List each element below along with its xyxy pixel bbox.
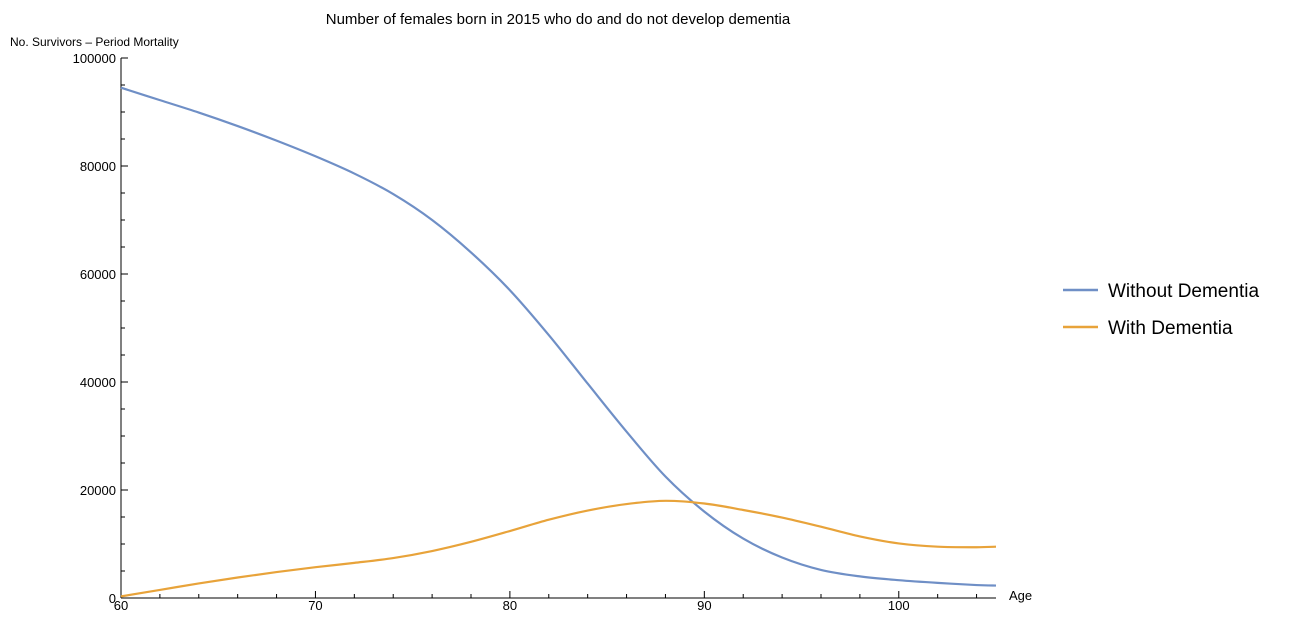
y-tick-label: 80000 — [80, 159, 116, 174]
x-tick-label: 60 — [114, 598, 128, 613]
x-tick-label: 80 — [503, 598, 517, 613]
legend: Without Dementia With Dementia — [1063, 281, 1259, 339]
chart-title: Number of females born in 2015 who do an… — [326, 11, 791, 28]
y-tick-label: 20000 — [80, 483, 116, 498]
series-line-with-dementia — [120, 499, 997, 598]
y-axis-ticks: 0 20000 40000 60000 80000 100000 — [73, 51, 128, 606]
y-tick-label: 60000 — [80, 267, 116, 282]
x-axis-label: Age — [1009, 588, 1032, 603]
x-tick-label: 90 — [697, 598, 711, 613]
series-line-without-dementia — [120, 86, 997, 587]
legend-label: With Dementia — [1108, 318, 1233, 339]
x-axis-ticks: 60 70 80 90 100 — [114, 591, 978, 613]
series-layer — [120, 86, 997, 598]
legend-label: Without Dementia — [1108, 281, 1259, 302]
x-tick-label: 100 — [888, 598, 910, 613]
y-axis-label: No. Survivors – Period Mortality — [10, 35, 179, 49]
y-tick-label: 40000 — [80, 375, 116, 390]
y-tick-label: 100000 — [73, 51, 116, 66]
x-tick-label: 70 — [308, 598, 322, 613]
y-tick-label: 0 — [109, 591, 116, 606]
